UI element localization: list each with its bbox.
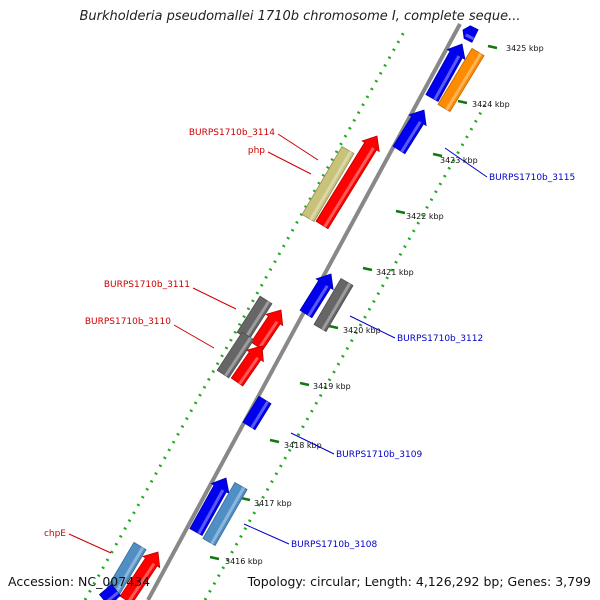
- connector-chpE: [68, 533, 112, 554]
- kbp-label-3420: 3420 kbp: [343, 326, 381, 335]
- gene-arrow-top-blue-body: [462, 25, 479, 43]
- gene-arrow-php[interactable]: [315, 135, 380, 230]
- connector-BURPS1710b_3115: [444, 147, 488, 178]
- gene-arrow-BURPS1710b_3113-highlight: [307, 285, 329, 317]
- gene-label-chpE[interactable]: chpE: [44, 529, 66, 539]
- gene-labels: BURPS1710b_3114 php BURPS1710b_3111 BURP…: [44, 128, 575, 550]
- kbp-label-3418: 3418 kbp: [284, 441, 322, 450]
- gene-label-BURPS1710b_3110[interactable]: BURPS1710b_3110: [85, 317, 171, 327]
- connector-BURPS1710b_3110: [173, 324, 215, 349]
- tick-3421: [362, 266, 373, 272]
- gene-label-BURPS1710b_3112[interactable]: BURPS1710b_3112: [397, 334, 483, 344]
- gene-arrow-BURPS1710b_3113[interactable]: [299, 273, 334, 319]
- gene-label-BURPS1710b_3108[interactable]: BURPS1710b_3108: [291, 540, 377, 550]
- gene-arrow-red-mid-upper-body: [250, 309, 284, 351]
- kbp-label-3425: 3425 kbp: [506, 44, 544, 53]
- gene-arrow-BURPS1710b_3110[interactable]: [216, 331, 255, 379]
- gene-arrow-BURPS1710b_3114-highlight: [309, 150, 352, 221]
- gene-arrow-red-mid-upper[interactable]: [250, 309, 284, 351]
- gene-arrow-BURPS1710b_3116-highlight: [433, 55, 461, 101]
- gene-arrow-top-blue[interactable]: [462, 25, 479, 43]
- gene-arrow-BURPS1710b_3108-b-highlight: [210, 486, 246, 545]
- gene-arrow-BURPS1710b_3108-a[interactable]: [189, 477, 230, 536]
- connector-lines: [68, 133, 488, 554]
- kbp-label-3424: 3424 kbp: [472, 100, 510, 109]
- gene-arrow-BURPS1710b_3109-highlight: [250, 400, 269, 429]
- tick-marks: [209, 44, 498, 561]
- tick-3418: [269, 438, 280, 444]
- kbp-label-3419: 3419 kbp: [313, 382, 351, 391]
- kbp-label-3416: 3416 kbp: [225, 557, 263, 566]
- gene-label-BURPS1710b_3111[interactable]: BURPS1710b_3111: [104, 280, 190, 290]
- gene-arrow-BURPS1710b_3109-body: [242, 395, 272, 431]
- gene-arrow-red-mid-upper-highlight: [258, 320, 279, 349]
- gene-arrow-red-mid-lower[interactable]: [230, 345, 264, 387]
- kbp-label-3417: 3417 kbp: [254, 499, 292, 508]
- gene-arrow-BURPS1710b_3108-b[interactable]: [202, 481, 248, 547]
- tick-3423: [432, 152, 443, 158]
- gene-arrow-BURPS1710b_3113-body: [299, 273, 334, 319]
- tick-3424: [457, 99, 468, 105]
- connector-BURPS1710b_3108: [243, 523, 290, 545]
- gene-arrow-chpE-red[interactable]: [119, 551, 161, 600]
- gene-label-php[interactable]: php: [248, 146, 265, 156]
- gene-arrow-BURPS1710b_3116-body: [425, 43, 466, 102]
- gene-arrow-BURPS1710b_3109[interactable]: [242, 395, 272, 431]
- gene-arrow-chpE-red-body: [119, 551, 161, 600]
- connector-php: [267, 151, 312, 175]
- gene-arrow-BURPS1710b_3112[interactable]: [313, 277, 354, 333]
- gene-features: [98, 25, 485, 600]
- gene-arrow-BURPS1710b_3110-body: [216, 331, 255, 379]
- gene-arrow-BURPS1710b_3115-body: [392, 109, 427, 155]
- gene-arrow-orange[interactable]: [437, 47, 485, 113]
- gene-arrow-BURPS1710b_3115[interactable]: [392, 109, 427, 155]
- gene-arrow-BURPS1710b_3108-a-highlight: [197, 489, 225, 535]
- tick-3416: [209, 555, 220, 561]
- dotted-tracks: [83, 29, 487, 600]
- gene-arrow-orange-highlight: [445, 52, 482, 111]
- gene-arrow-BURPS1710b_3116[interactable]: [425, 43, 466, 102]
- connector-BURPS1710b_3112: [349, 315, 396, 339]
- gene-arrow-php-body: [315, 135, 380, 230]
- gene-label-BURPS1710b_3114[interactable]: BURPS1710b_3114: [189, 128, 275, 138]
- gene-arrow-chpE-dark-highlight: [106, 591, 119, 600]
- connector-BURPS1710b_3111: [192, 287, 237, 310]
- gene-arrow-BURPS1710b_3111-highlight: [244, 300, 270, 339]
- gene-arrow-BURPS1710b_3108-a-body: [189, 477, 230, 536]
- gene-arrow-BURPS1710b_3114[interactable]: [301, 145, 355, 223]
- tick-3425: [487, 44, 498, 50]
- gene-arrow-BURPS1710b_3115-highlight: [400, 121, 422, 153]
- tick-3420: [328, 324, 339, 330]
- tick-3419: [299, 381, 310, 387]
- outer-dotted-track: [83, 29, 407, 600]
- gene-arrow-chpE-red-highlight: [127, 562, 156, 600]
- tick-3422: [395, 209, 406, 215]
- kbp-labels: 3425 kbp 3424 kbp 3423 kbp 3422 kbp 3421…: [225, 44, 544, 566]
- gene-arrow-chpE-dark[interactable]: [98, 584, 122, 600]
- gene-arrow-BURPS1710b_3110-highlight: [224, 336, 252, 377]
- gene-arrow-top-blue-highlight: [465, 33, 475, 41]
- kbp-label-3423: 3423 kbp: [440, 156, 478, 165]
- gene-arrow-red-mid-lower-highlight: [238, 356, 259, 385]
- topology-label: Topology: circular; Length: 4,126,292 bp…: [247, 574, 591, 589]
- gene-arrow-php-highlight: [323, 147, 375, 228]
- gene-label-BURPS1710b_3109[interactable]: BURPS1710b_3109: [336, 450, 422, 460]
- gene-arrow-red-mid-lower-body: [230, 345, 264, 387]
- kbp-label-3422: 3422 kbp: [406, 212, 444, 221]
- gene-arrow-BURPS1710b_3112-highlight: [321, 282, 351, 331]
- gene-arrow-orange-body: [437, 47, 485, 113]
- accession-label: Accession: NC_007434: [8, 574, 151, 589]
- kbp-label-3421: 3421 kbp: [376, 268, 414, 277]
- connector-BURPS1710b_3114: [277, 133, 319, 161]
- map-title: Burkholderia pseudomallei 1710b chromoso…: [79, 9, 521, 24]
- connector-BURPS1710b_3109: [290, 432, 335, 455]
- gene-label-BURPS1710b_3115[interactable]: BURPS1710b_3115: [489, 173, 575, 183]
